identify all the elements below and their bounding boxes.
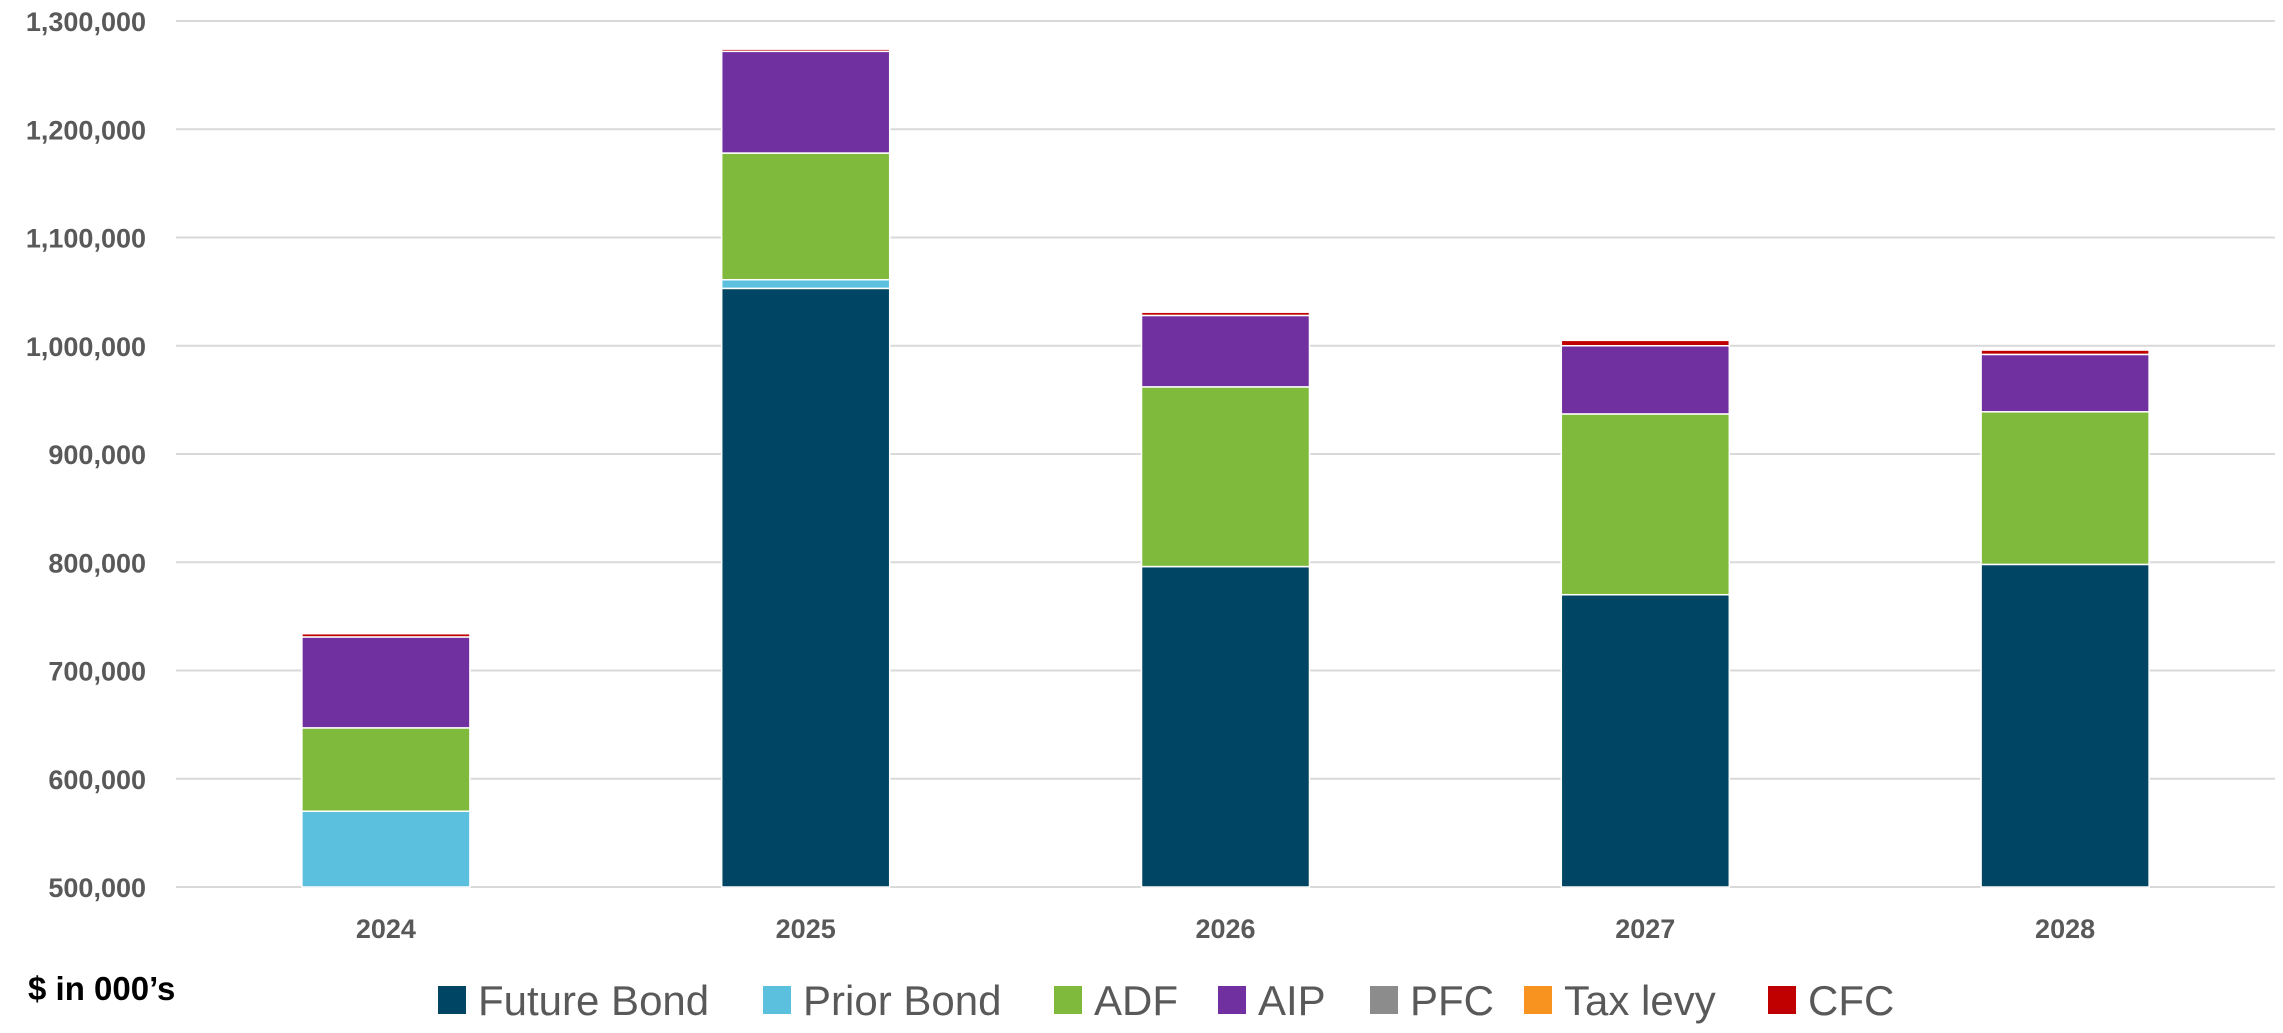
y-tick-label: 1,100,000 — [26, 224, 146, 254]
bar-segment-future-bond-2025 — [722, 288, 890, 887]
legend-swatch — [1054, 986, 1082, 1014]
y-tick-label: 700,000 — [48, 657, 146, 687]
legend-label: AIP — [1258, 977, 1326, 1024]
bar-segment-prior-bond-2024 — [302, 811, 470, 887]
bar-segment-cfc-2027 — [1561, 340, 1729, 345]
bar-segment-cfc-2026 — [1142, 312, 1310, 315]
legend-label: ADF — [1094, 977, 1178, 1024]
legend-label: CFC — [1808, 977, 1894, 1024]
legend-item: PFC — [1370, 977, 1494, 1024]
y-tick-label: 800,000 — [48, 548, 146, 578]
legend-swatch — [1218, 986, 1246, 1014]
legend-item: Future Bond — [438, 977, 709, 1024]
legend-swatch — [1370, 986, 1398, 1014]
bar-segment-adf-2024 — [302, 728, 470, 811]
bar-segment-cfc-2028 — [1981, 350, 2149, 354]
y-tick-label: 600,000 — [48, 765, 146, 795]
x-tick-label: 2028 — [2035, 914, 2095, 944]
bar-segment-future-bond-2026 — [1142, 567, 1310, 887]
legend-item: Prior Bond — [763, 977, 1001, 1024]
bar-segment-adf-2026 — [1142, 387, 1310, 567]
bar-segment-aip-2026 — [1142, 315, 1310, 386]
y-tick-label: 1,300,000 — [26, 7, 146, 37]
legend-label: Future Bond — [478, 977, 709, 1024]
y-tick-label: 900,000 — [48, 440, 146, 470]
bar-segment-future-bond-2027 — [1561, 595, 1729, 887]
legend-label: Tax levy — [1564, 977, 1716, 1024]
y-tick-label: 1,000,000 — [26, 332, 146, 362]
bar-segment-aip-2028 — [1981, 354, 2149, 411]
x-tick-label: 2026 — [1195, 914, 1255, 944]
x-tick-label: 2024 — [356, 914, 416, 944]
legend-swatch — [1524, 986, 1552, 1014]
legend: Future Bond Prior Bond ADF AIP PFC Tax levy CF… — [438, 977, 1894, 1024]
bars — [302, 49, 2149, 887]
x-axis-tick-labels: 2024 2025 2026 2027 2028 — [356, 914, 2095, 944]
bar-segment-aip-2025 — [722, 51, 890, 153]
legend-label: PFC — [1410, 977, 1494, 1024]
legend-item: Tax levy — [1524, 977, 1716, 1024]
bar-segment-future-bond-2028 — [1981, 564, 2149, 887]
legend-swatch — [1768, 986, 1796, 1014]
y-axis-tick-labels: 500,000 600,000 700,000 800,000 900,000 1,000… — [26, 7, 146, 903]
legend-item: CFC — [1768, 977, 1894, 1024]
x-tick-label: 2027 — [1615, 914, 1675, 944]
legend-swatch — [763, 986, 791, 1014]
bar-segment-cfc-2024 — [302, 634, 470, 637]
legend-item: ADF — [1054, 977, 1178, 1024]
bar-segment-adf-2027 — [1561, 414, 1729, 595]
legend-label: Prior Bond — [803, 977, 1001, 1024]
x-tick-label: 2025 — [776, 914, 836, 944]
bar-segment-cfc-2025 — [722, 49, 890, 51]
y-tick-label: 1,200,000 — [26, 115, 146, 145]
bar-segment-adf-2028 — [1981, 412, 2149, 565]
legend-swatch — [438, 986, 466, 1014]
bar-segment-aip-2027 — [1561, 346, 1729, 414]
bar-segment-aip-2024 — [302, 637, 470, 728]
bar-segment-prior-bond-2025 — [722, 280, 890, 289]
y-tick-label: 500,000 — [48, 873, 146, 903]
bar-segment-adf-2025 — [722, 153, 890, 280]
legend-item: AIP — [1218, 977, 1326, 1024]
unit-note: $ in 000’s — [28, 970, 175, 1007]
